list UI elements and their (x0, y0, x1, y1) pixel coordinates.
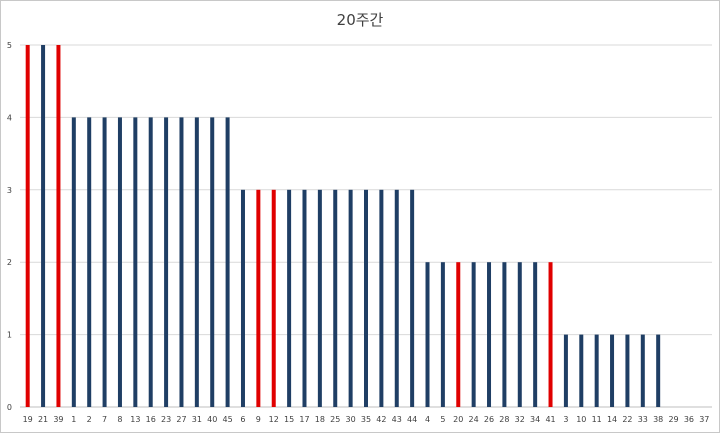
x-tick-label: 41 (545, 415, 555, 424)
bar (548, 262, 553, 407)
x-tick-label: 8 (117, 415, 122, 424)
x-tick-label: 24 (469, 415, 479, 424)
x-tick-label: 38 (653, 415, 663, 424)
y-tick-label: 4 (7, 113, 12, 122)
bar (333, 189, 338, 407)
chart-title: 20주간 (336, 11, 384, 29)
bar (71, 117, 76, 408)
x-tick-label: 37 (699, 415, 709, 424)
bar (394, 189, 399, 407)
x-tick-label: 29 (668, 415, 678, 424)
x-tick-label: 19 (23, 415, 33, 424)
x-tick-label: 10 (576, 415, 586, 424)
bar (517, 262, 522, 407)
bar (594, 334, 599, 407)
x-tick-label: 14 (607, 415, 617, 424)
bar (210, 117, 215, 408)
bar (640, 334, 645, 407)
bar (117, 117, 122, 408)
bar (164, 117, 169, 408)
bar (502, 262, 507, 407)
x-tick-label: 15 (284, 415, 294, 424)
bar (348, 189, 353, 407)
y-tick-label: 1 (7, 331, 12, 340)
bar (440, 262, 445, 407)
x-tick-label: 7 (102, 415, 107, 424)
x-tick-label: 18 (315, 415, 325, 424)
x-tick-label: 31 (192, 415, 202, 424)
x-tick-label: 33 (638, 415, 648, 424)
y-tick-label: 5 (7, 41, 12, 50)
x-tick-label: 3 (563, 415, 568, 424)
x-tick-label: 42 (376, 415, 386, 424)
bar (610, 334, 615, 407)
x-tick-label: 44 (407, 415, 417, 424)
x-tick-label: 39 (53, 415, 63, 424)
x-tick-label: 12 (269, 415, 279, 424)
y-tick-label: 0 (7, 403, 12, 412)
x-tick-label: 11 (592, 415, 602, 424)
bar (87, 117, 92, 408)
bar (379, 189, 384, 407)
x-tick-label: 13 (130, 415, 140, 424)
x-tick-label: 4 (425, 415, 430, 424)
bar (471, 262, 476, 407)
x-tick-label: 6 (240, 415, 245, 424)
x-tick-label: 36 (684, 415, 694, 424)
bar (456, 262, 461, 407)
bar (625, 334, 630, 407)
x-tick-label: 21 (38, 415, 48, 424)
x-tick-label: 43 (392, 415, 402, 424)
bar (364, 189, 368, 407)
y-tick-label: 3 (7, 186, 12, 195)
bar (148, 117, 153, 408)
bar (317, 189, 322, 407)
x-tick-label: 23 (161, 415, 171, 424)
x-tick-label: 20 (453, 415, 463, 424)
x-tick-label: 45 (223, 415, 233, 424)
x-tick-label: 17 (299, 415, 309, 424)
y-tick-label: 2 (7, 258, 12, 267)
x-tick-label: 5 (440, 415, 445, 424)
x-tick-label: 16 (146, 415, 156, 424)
bar (240, 189, 245, 407)
bar (579, 334, 584, 407)
bar (425, 262, 430, 407)
bar (225, 117, 230, 408)
x-tick-label: 30 (346, 415, 356, 424)
x-tick-label: 22 (622, 415, 632, 424)
bar (179, 117, 184, 408)
bar (102, 117, 107, 408)
bar (41, 45, 46, 407)
bar (533, 262, 538, 407)
x-tick-label: 1 (71, 415, 76, 424)
x-tick-label: 26 (484, 415, 494, 424)
x-tick-label: 25 (330, 415, 340, 424)
bar (302, 189, 307, 407)
x-tick-label: 34 (530, 415, 540, 424)
x-tick-label: 2 (87, 415, 92, 424)
bar (287, 189, 292, 407)
bar (194, 117, 199, 408)
bar (133, 117, 138, 408)
bar (410, 189, 415, 407)
bar (563, 334, 568, 407)
bar (271, 189, 276, 407)
x-tick-label: 35 (361, 415, 371, 424)
x-tick-label: 28 (499, 415, 509, 424)
bar (487, 262, 492, 407)
bar (25, 45, 30, 407)
x-tick-label: 40 (207, 415, 217, 424)
x-tick-label: 27 (176, 415, 186, 424)
bar (56, 45, 61, 407)
bar (256, 189, 261, 407)
bar (656, 334, 661, 407)
x-tick-label: 32 (515, 415, 525, 424)
x-tick-label: 9 (256, 415, 261, 424)
